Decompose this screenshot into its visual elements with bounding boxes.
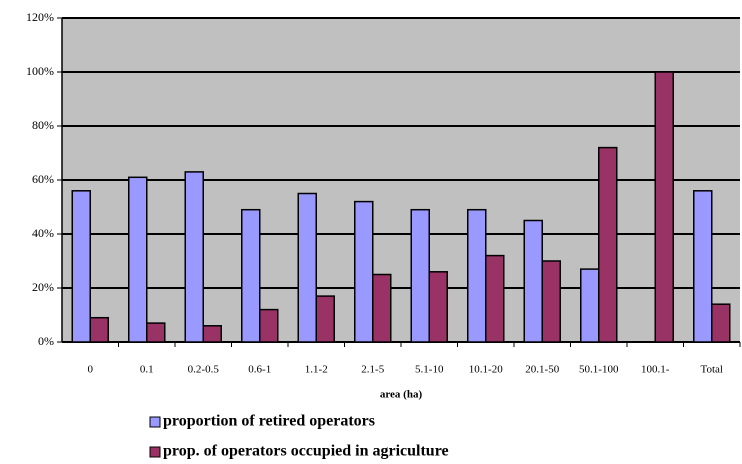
x-tick-label: 2.1-5 <box>361 364 384 376</box>
x-tick-label: Total <box>701 364 723 376</box>
bar <box>128 176 148 343</box>
bar <box>184 171 204 343</box>
bar <box>315 295 335 343</box>
legend-swatch <box>149 416 161 428</box>
bar <box>428 271 448 343</box>
y-tick-label: 60% <box>32 172 54 186</box>
bar <box>410 208 430 343</box>
bar <box>693 190 713 343</box>
bar <box>711 303 731 343</box>
bar <box>71 190 91 343</box>
x-tick-label: 20.1-50 <box>525 364 559 376</box>
bar <box>485 254 505 343</box>
x-tick-label: 50.1-100 <box>579 364 619 376</box>
x-tick-label: 1.1-2 <box>305 364 328 376</box>
bar <box>580 268 600 343</box>
bar <box>241 208 261 343</box>
x-tick-label: 5.1-10 <box>415 364 444 376</box>
legend-label: proportion of retired operators <box>163 413 375 430</box>
x-tick-label: 0.2-0.5 <box>188 364 220 376</box>
bar <box>598 146 618 343</box>
bar <box>523 219 543 343</box>
y-tick-label: 80% <box>32 118 54 132</box>
legend-label: prop. of operators occupied in agricultu… <box>163 443 449 460</box>
bar <box>541 260 561 343</box>
x-axis-label: area (ha) <box>380 389 423 401</box>
y-tick-label: 120% <box>26 10 54 24</box>
bar <box>202 325 222 343</box>
bar <box>259 308 279 343</box>
y-tick-label: 100% <box>26 64 54 78</box>
bar <box>372 273 392 343</box>
bar <box>654 71 674 343</box>
bar <box>467 208 487 343</box>
x-tick-label: 10.1-20 <box>469 364 503 376</box>
bar <box>297 192 317 343</box>
legend-swatch <box>149 446 161 458</box>
y-tick-label: 40% <box>32 226 54 240</box>
y-tick-label: 0% <box>38 334 54 348</box>
x-tick-label: 0.1 <box>140 364 154 376</box>
bar <box>89 316 109 343</box>
bar <box>146 322 166 343</box>
x-tick-label: 0 <box>88 364 94 376</box>
y-tick-label: 20% <box>32 280 54 294</box>
x-tick-label: 100.1- <box>641 364 670 376</box>
bar <box>354 200 374 343</box>
x-tick-label: 0.6-1 <box>248 364 271 376</box>
